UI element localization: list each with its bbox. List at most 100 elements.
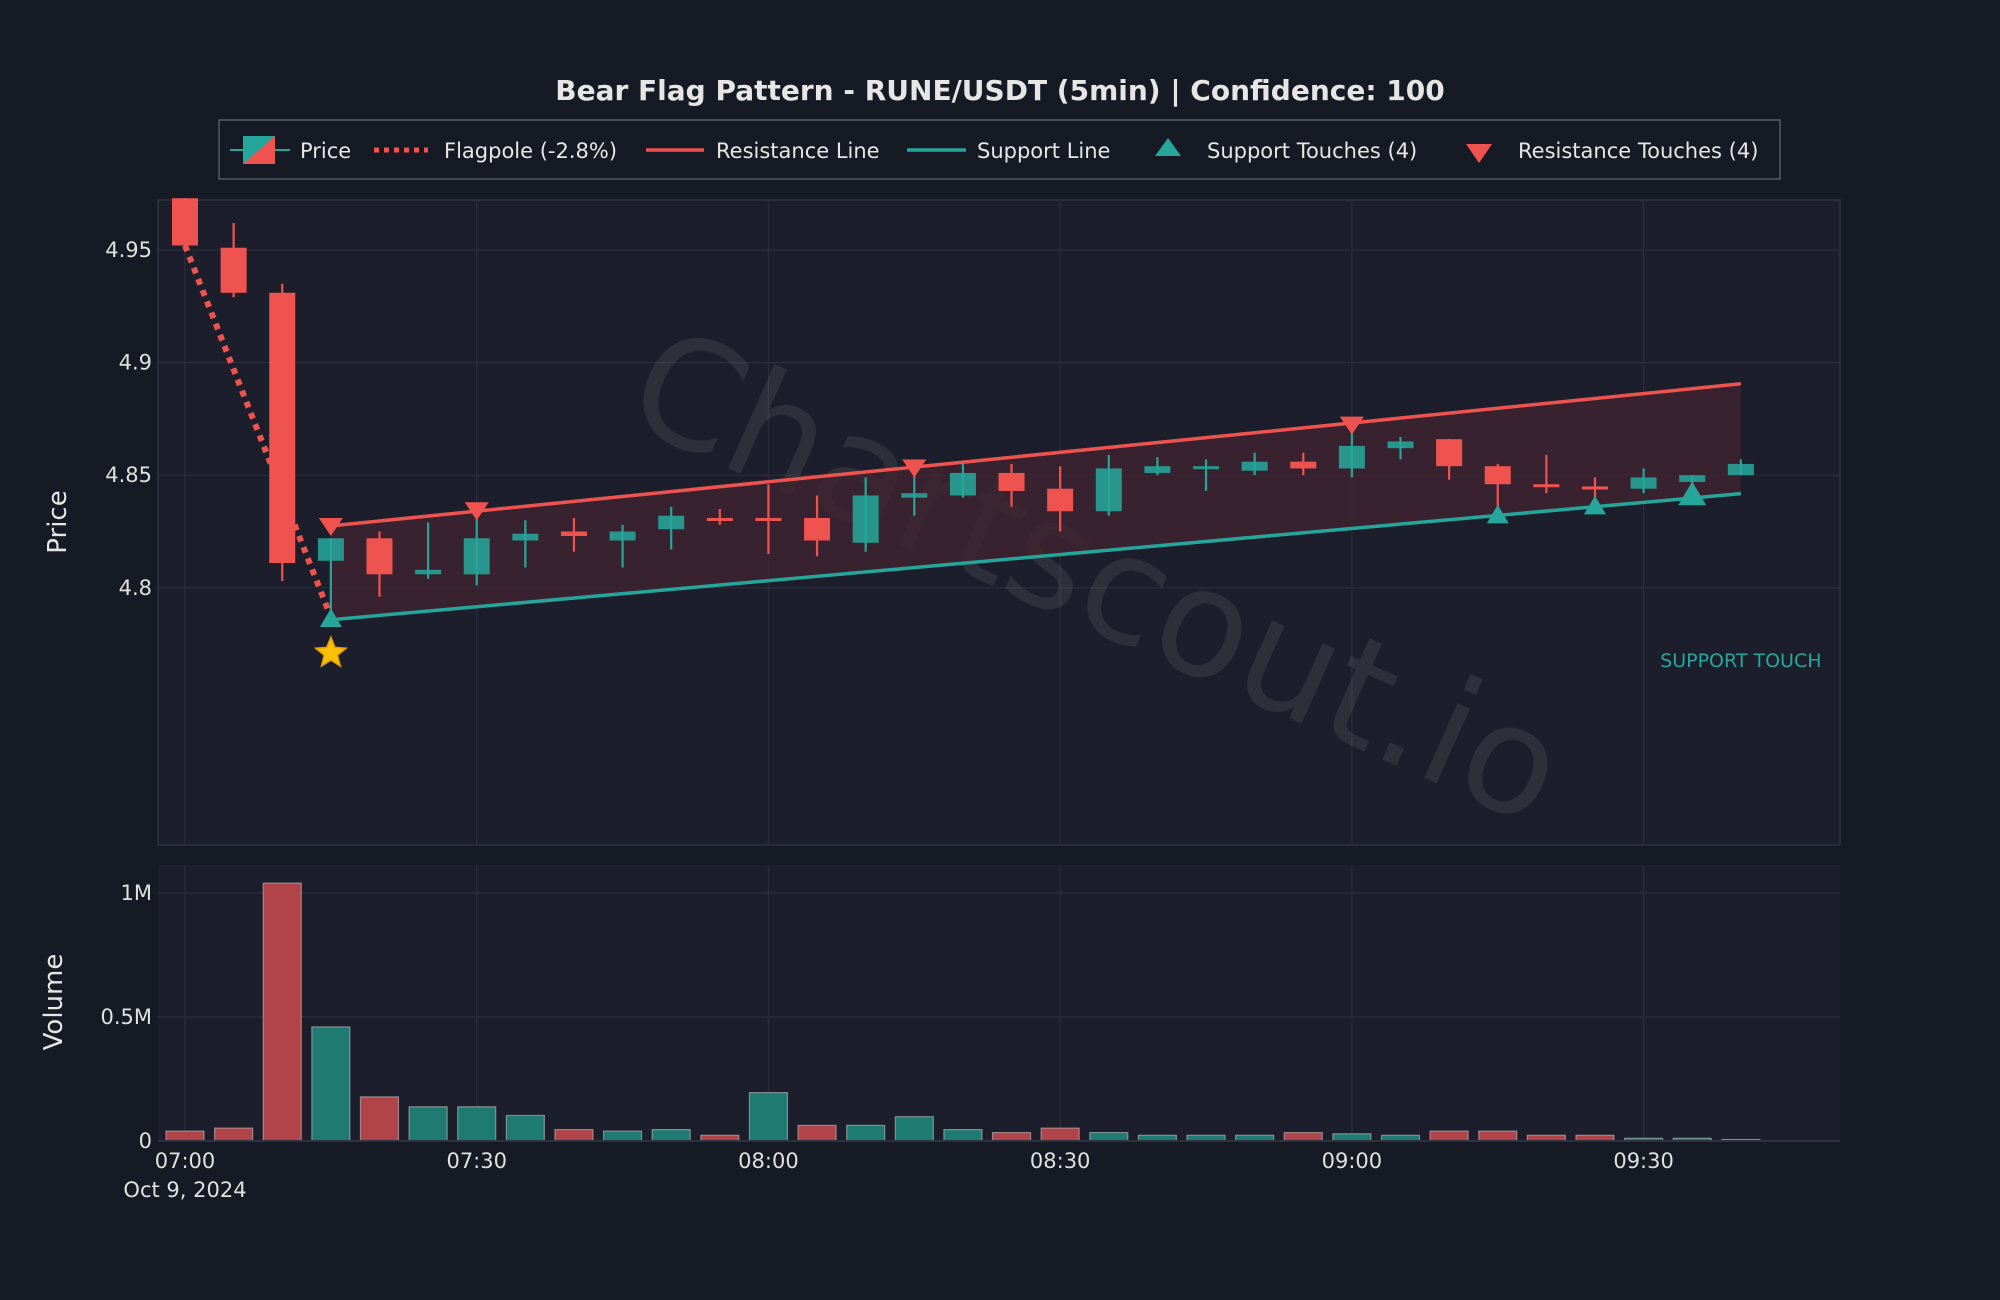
candle bbox=[755, 484, 782, 555]
candle-body bbox=[1193, 466, 1220, 470]
volume-bar bbox=[554, 1128, 594, 1142]
support-touch-triangle-up-icon bbox=[1678, 481, 1707, 506]
candle-body bbox=[1727, 463, 1754, 476]
candle-body bbox=[1436, 439, 1463, 467]
candle bbox=[415, 522, 442, 579]
price-axis-ticks: 4.95 4.9 4.85 4.8 bbox=[105, 238, 152, 600]
star-shape bbox=[313, 635, 349, 668]
candle bbox=[998, 463, 1025, 507]
candle bbox=[706, 508, 733, 525]
candle-body bbox=[1679, 475, 1706, 482]
volume-bar bbox=[457, 1106, 497, 1142]
candle bbox=[1290, 452, 1317, 476]
legend-item-support-line: Support Line bbox=[907, 139, 1110, 163]
triangle-down-icon bbox=[1466, 144, 1492, 163]
legend-item-flagpole: Flagpole (-2.8%) bbox=[374, 139, 617, 163]
candle bbox=[366, 531, 393, 597]
candle-body bbox=[1241, 461, 1268, 471]
candle-body bbox=[1630, 477, 1657, 489]
candle-body bbox=[220, 247, 247, 293]
price-tick-label: 4.9 bbox=[119, 351, 152, 375]
candle-body bbox=[172, 198, 198, 246]
resistance-touch-triangle-down-icon bbox=[1339, 416, 1364, 435]
candle bbox=[609, 524, 636, 568]
volume-bar bbox=[943, 1128, 983, 1142]
candle-body bbox=[1387, 441, 1414, 449]
time-tick-label: 07:30 bbox=[446, 1149, 507, 1173]
candle bbox=[1241, 452, 1268, 476]
candle-body bbox=[1144, 466, 1171, 473]
candle bbox=[560, 517, 587, 552]
volume-bar bbox=[214, 1127, 254, 1142]
volume-bar bbox=[651, 1128, 691, 1142]
time-tick-label: 09:00 bbox=[1322, 1149, 1383, 1173]
candle bbox=[1727, 459, 1754, 476]
legend-item-resistance-line: Resistance Line bbox=[646, 139, 880, 163]
support-line bbox=[330, 491, 1741, 622]
candle-body bbox=[1484, 466, 1511, 485]
candle-body bbox=[269, 292, 296, 564]
price-panel: Chartscout.io SUPPORT TOUCH 4.954.94.854… bbox=[43, 198, 1841, 859]
volume-plot-area bbox=[158, 865, 1840, 1140]
volume-panel: 1M 0.5M 0 Volume 07:00 07:30 08:00 08:30 09:00… bbox=[39, 865, 1840, 1202]
volume-bar bbox=[1040, 1127, 1080, 1142]
volume-bar bbox=[1478, 1130, 1518, 1142]
candle-body bbox=[560, 531, 587, 537]
candle-body bbox=[949, 472, 976, 496]
volume-bar bbox=[408, 1106, 448, 1142]
candle-body bbox=[1047, 488, 1074, 512]
touch-markers bbox=[318, 416, 1707, 628]
support-touch-triangle-up-icon bbox=[1486, 504, 1509, 524]
candle-body bbox=[512, 533, 539, 541]
support-touch-annotation: SUPPORT TOUCH bbox=[1660, 650, 1821, 672]
candle-body bbox=[463, 538, 490, 575]
candle-body bbox=[415, 569, 442, 575]
candle bbox=[1144, 457, 1171, 476]
volume-bar bbox=[359, 1096, 400, 1142]
candle bbox=[1387, 436, 1414, 460]
candle-icon bbox=[230, 136, 290, 164]
volume-bar bbox=[165, 1130, 205, 1142]
candle bbox=[1193, 459, 1220, 491]
candle-body bbox=[1095, 468, 1122, 512]
breakout-star-icon bbox=[313, 635, 349, 668]
candle-body bbox=[1290, 461, 1317, 469]
time-tick-label: 08:30 bbox=[1030, 1149, 1091, 1173]
support-touch-triangle-up-icon bbox=[1583, 495, 1606, 515]
candlesticks bbox=[172, 198, 1754, 620]
volume-axis-ticks: 1M 0.5M 0 bbox=[100, 881, 152, 1153]
legend: Price Flagpole (-2.8%) Resistance Line S… bbox=[218, 119, 1781, 180]
volume-axis-label: Volume bbox=[39, 954, 69, 1051]
legend-label-resistance-touches: Resistance Touches (4) bbox=[1518, 139, 1758, 163]
candle-body bbox=[317, 538, 344, 561]
volume-bar bbox=[748, 1092, 789, 1142]
candle-body bbox=[366, 538, 393, 575]
legend-item-resistance-touches: Resistance Touches (4) bbox=[1466, 139, 1758, 163]
candle bbox=[1047, 466, 1074, 532]
legend-label-resistance-line: Resistance Line bbox=[716, 139, 880, 163]
volume-bar bbox=[846, 1124, 886, 1142]
time-axis-ticks: 07:00 07:30 08:00 08:30 09:00 09:30 bbox=[155, 1149, 1674, 1173]
price-tick-label: 4.95 bbox=[105, 238, 152, 262]
candle bbox=[1095, 454, 1122, 516]
candle bbox=[1533, 454, 1560, 494]
resistance-touch-triangle-down-icon bbox=[902, 459, 927, 478]
candle bbox=[463, 511, 490, 586]
volume-tick-label: 0 bbox=[139, 1129, 152, 1153]
volume-bar bbox=[1283, 1131, 1323, 1142]
support-touch-triangle-up-icon bbox=[319, 608, 342, 628]
candle-body bbox=[706, 517, 733, 521]
candle bbox=[949, 461, 976, 498]
candle bbox=[172, 198, 198, 248]
candle-body bbox=[1338, 445, 1365, 469]
volume-bar bbox=[1429, 1130, 1469, 1142]
candle bbox=[269, 283, 296, 582]
candle bbox=[852, 477, 879, 552]
legend-item-price: Price bbox=[230, 136, 351, 164]
legend-label-support-touches: Support Touches (4) bbox=[1207, 139, 1417, 163]
legend-item-support-touches: Support Touches (4) bbox=[1155, 138, 1417, 163]
volume-bar bbox=[1089, 1131, 1129, 1142]
candle bbox=[1436, 439, 1463, 480]
candle bbox=[658, 506, 685, 550]
